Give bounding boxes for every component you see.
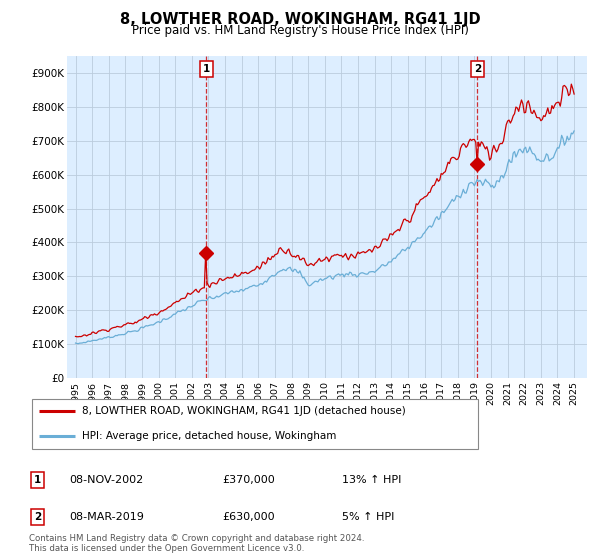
- Text: 2: 2: [34, 512, 41, 521]
- Text: 5% ↑ HPI: 5% ↑ HPI: [342, 512, 394, 521]
- Text: 8, LOWTHER ROAD, WOKINGHAM, RG41 1JD (detached house): 8, LOWTHER ROAD, WOKINGHAM, RG41 1JD (de…: [82, 406, 406, 416]
- Text: £370,000: £370,000: [222, 475, 275, 485]
- FancyBboxPatch shape: [32, 399, 478, 449]
- Text: HPI: Average price, detached house, Wokingham: HPI: Average price, detached house, Woki…: [82, 431, 336, 441]
- Text: 1: 1: [203, 64, 210, 74]
- Text: £630,000: £630,000: [222, 512, 275, 521]
- Text: 08-NOV-2002: 08-NOV-2002: [69, 475, 143, 485]
- Text: 8, LOWTHER ROAD, WOKINGHAM, RG41 1JD: 8, LOWTHER ROAD, WOKINGHAM, RG41 1JD: [119, 12, 481, 27]
- Text: Contains HM Land Registry data © Crown copyright and database right 2024.
This d: Contains HM Land Registry data © Crown c…: [29, 534, 364, 553]
- Text: 08-MAR-2019: 08-MAR-2019: [69, 512, 144, 521]
- Text: Price paid vs. HM Land Registry's House Price Index (HPI): Price paid vs. HM Land Registry's House …: [131, 24, 469, 36]
- Text: 1: 1: [34, 475, 41, 485]
- Text: 2: 2: [474, 64, 481, 74]
- Text: 13% ↑ HPI: 13% ↑ HPI: [342, 475, 401, 485]
